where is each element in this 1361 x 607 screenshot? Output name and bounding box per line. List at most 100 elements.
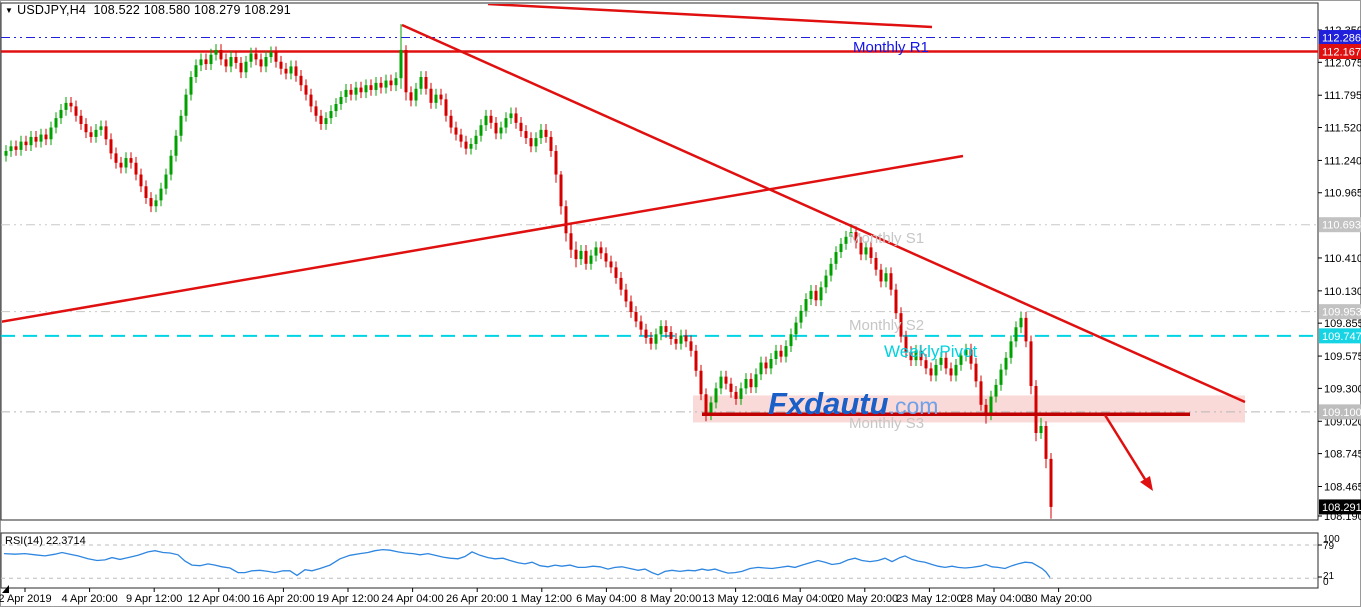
- price-badge-text: 109.100: [1322, 407, 1361, 419]
- date-axis-label: 2 Apr 2019: [0, 593, 52, 605]
- candle-body: [259, 59, 263, 67]
- candle-body: [584, 250, 588, 264]
- candle-body: [544, 129, 548, 137]
- date-axis-label: 26 Apr 20:00: [446, 593, 508, 605]
- candle-body: [274, 52, 278, 62]
- candle-body: [739, 388, 743, 399]
- main-pane[interactable]: [0, 2, 1319, 521]
- candle-body: [949, 368, 953, 376]
- candle-body: [99, 126, 103, 130]
- rsi-line: [3, 548, 1051, 578]
- candle-body: [144, 186, 148, 199]
- candle-body: [1034, 386, 1038, 434]
- candle-body: [789, 334, 793, 347]
- price-badge-text: 112.167: [1322, 47, 1361, 59]
- candle-body: [224, 59, 228, 67]
- candle-body: [29, 136, 33, 146]
- candle-body: [559, 174, 563, 207]
- candle-body: [579, 250, 583, 260]
- price-axis-label: 111.520: [1324, 123, 1361, 135]
- candle-body: [959, 355, 963, 365]
- candle-body: [784, 346, 788, 357]
- candles-layer: [4, 24, 1053, 519]
- date-axis-label: 9 Apr 12:00: [126, 593, 182, 605]
- candle-body: [79, 115, 83, 124]
- candle-body: [704, 394, 708, 415]
- candle-body: [589, 255, 593, 264]
- candle-body: [249, 53, 253, 62]
- price-axis-label: 112.075: [1324, 57, 1361, 69]
- candle-body: [124, 158, 128, 168]
- candle-body: [154, 200, 158, 207]
- candle-body: [619, 277, 623, 290]
- trendline-3[interactable]: [0, 154, 964, 323]
- candle-body: [924, 360, 928, 369]
- price-axis-label: 109.300: [1324, 383, 1361, 395]
- candle-body: [724, 376, 728, 384]
- candle-body: [934, 364, 938, 376]
- candle-body: [594, 247, 598, 256]
- candle-body: [159, 188, 163, 201]
- candle-body: [389, 80, 393, 86]
- candle-body: [194, 65, 198, 77]
- candle-body: [984, 404, 988, 415]
- date-axis-label: 16 May 04:00: [767, 593, 834, 605]
- candle-body: [149, 198, 153, 207]
- candle-body: [1004, 357, 1008, 370]
- candle-body: [169, 155, 173, 175]
- candle-body: [689, 341, 693, 351]
- candle-body: [329, 111, 333, 119]
- candle-body: [964, 349, 968, 356]
- trendline-2[interactable]: [401, 23, 1246, 404]
- date-axis-label: 1 May 12:00: [512, 593, 573, 605]
- candle-body: [204, 59, 208, 65]
- candle-body: [104, 126, 108, 140]
- candle-body: [234, 57, 238, 63]
- rsi-pane[interactable]: [0, 532, 1319, 589]
- candle-body: [334, 104, 338, 112]
- candle-body: [399, 49, 403, 79]
- date-axis-label: 16 Apr 20:00: [252, 593, 314, 605]
- candle-body: [519, 122, 523, 132]
- candle-body: [1014, 327, 1018, 342]
- candle-body: [734, 391, 738, 399]
- candle-body: [539, 129, 543, 139]
- date-axis-label: 28 May 04:00: [961, 593, 1028, 605]
- candle-body: [59, 109, 63, 119]
- candle-body: [1024, 317, 1028, 342]
- candle-body: [44, 134, 48, 140]
- candle-body: [174, 135, 178, 156]
- trendline-1[interactable]: [487, 4, 933, 29]
- candle-body: [219, 49, 223, 60]
- candle-body: [94, 129, 98, 137]
- candle-body: [119, 162, 123, 168]
- candle-body: [9, 146, 13, 152]
- candle-body: [139, 174, 143, 187]
- symbol-dropdown-icon[interactable]: ▼: [5, 6, 14, 15]
- candle-body: [279, 61, 283, 69]
- candle-body: [14, 146, 18, 150]
- candle-body: [444, 99, 448, 116]
- price-badge-monthly-s1-level: [1319, 217, 1361, 233]
- candle-body: [49, 127, 53, 140]
- candle-body: [309, 94, 313, 107]
- candle-body: [669, 331, 673, 340]
- candle-body: [609, 261, 613, 268]
- candle-body: [34, 136, 38, 142]
- candle-body: [534, 138, 538, 147]
- date-axis-label: 30 May 20:00: [1025, 593, 1092, 605]
- date-axis-label: 12 Apr 04:00: [188, 593, 250, 605]
- candle-body: [794, 322, 798, 335]
- sell-arrow[interactable]: [1103, 414, 1150, 485]
- candle-body: [694, 350, 698, 371]
- price-badge-resistance-line: [1319, 44, 1361, 60]
- candle-body: [929, 368, 933, 376]
- candle-body: [474, 135, 478, 144]
- date-axis-label: 19 Apr 12:00: [317, 593, 379, 605]
- candle-body: [1029, 341, 1033, 387]
- candle-body: [374, 82, 378, 90]
- candle-body: [824, 275, 828, 288]
- candle-body: [894, 289, 898, 314]
- date-axis-label: 4 Apr 20:00: [61, 593, 117, 605]
